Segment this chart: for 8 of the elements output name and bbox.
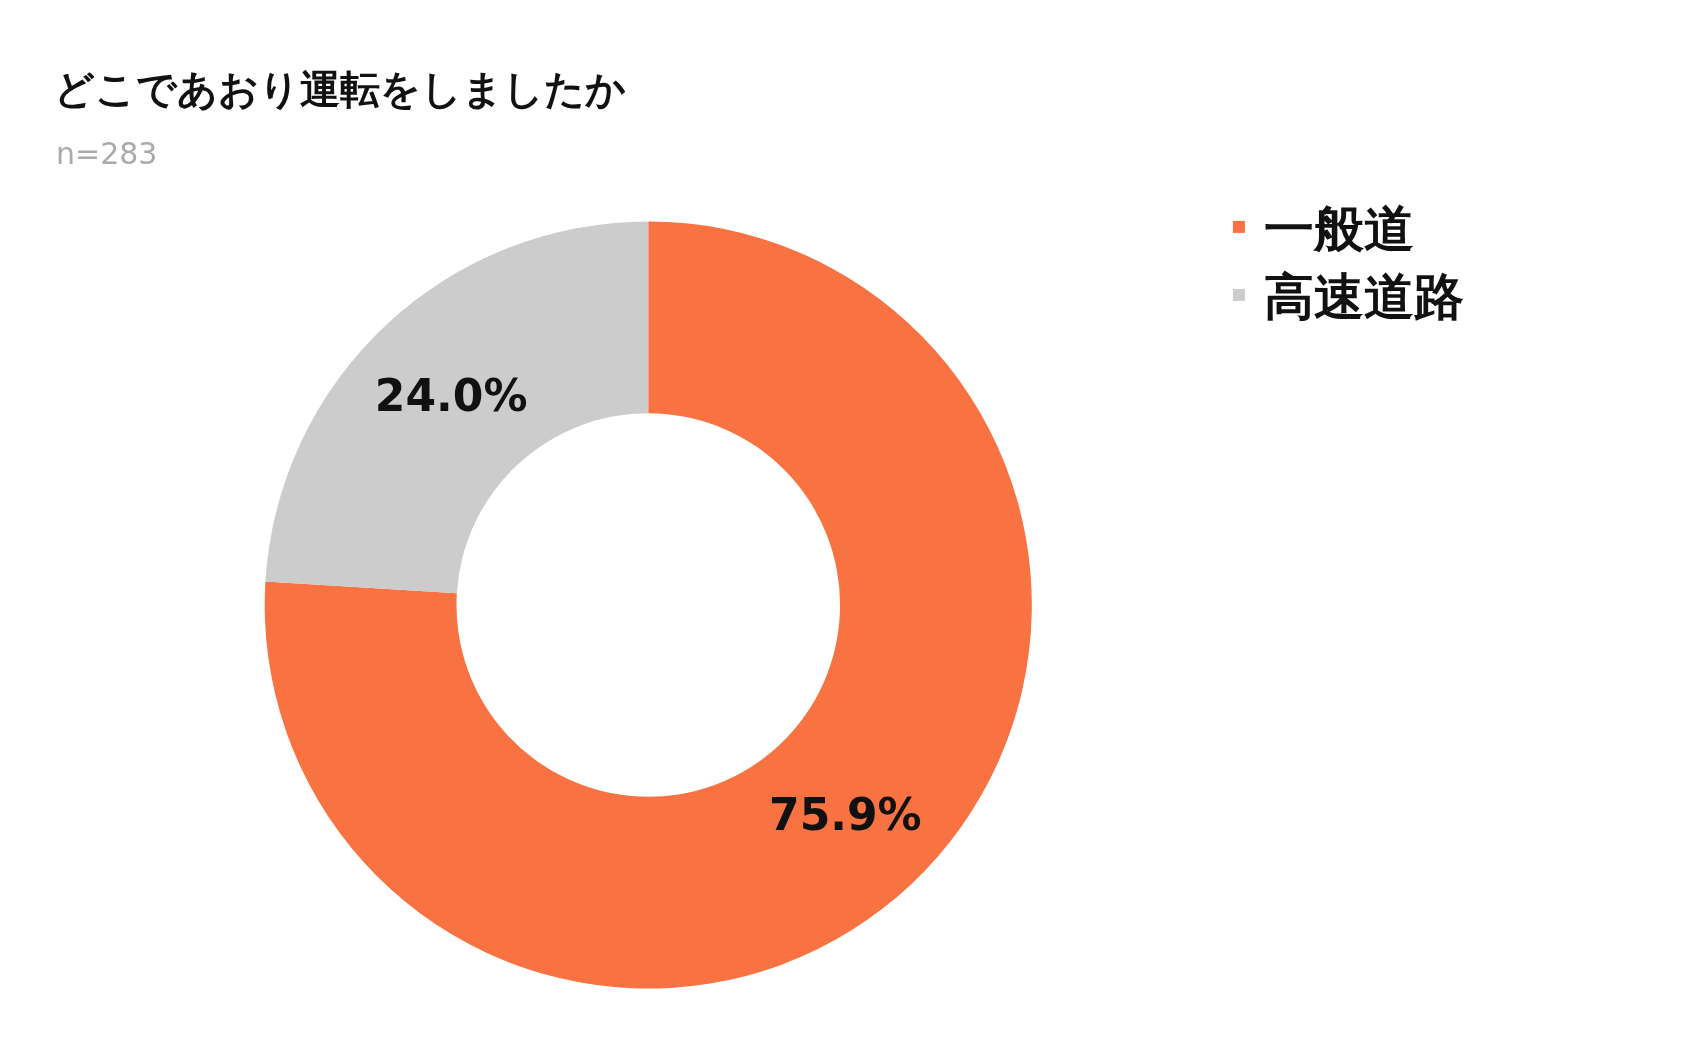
chart-subtitle: n=283 xyxy=(56,136,158,171)
donut-slice xyxy=(265,221,1032,989)
legend-label: 高速道路 xyxy=(1263,268,1464,327)
data-label: 75.9% xyxy=(769,789,922,841)
legend-label: 一般道 xyxy=(1263,200,1414,259)
data-label: 24.0% xyxy=(374,369,528,421)
chart-title: どこであおり運転をしましたか xyxy=(53,65,626,112)
donut-slice xyxy=(265,221,649,594)
